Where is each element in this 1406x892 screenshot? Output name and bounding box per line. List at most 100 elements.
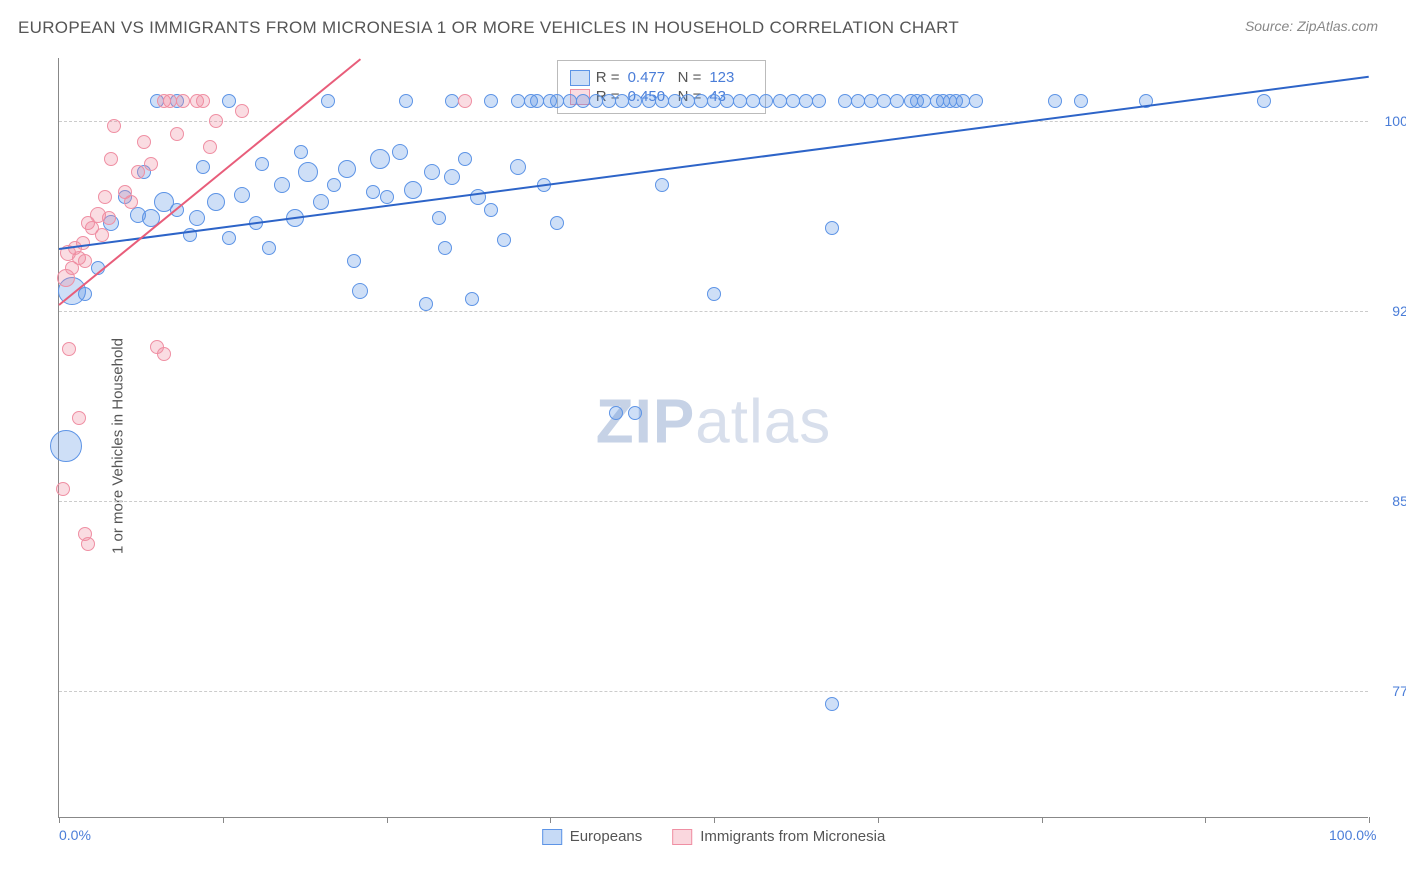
y-tick-label: 77.5%: [1392, 683, 1406, 699]
scatter-point: [404, 181, 422, 199]
scatter-point: [298, 162, 318, 182]
scatter-point: [157, 347, 171, 361]
scatter-point: [628, 406, 642, 420]
chart-title: EUROPEAN VS IMMIGRANTS FROM MICRONESIA 1…: [18, 18, 959, 38]
stats-r-label: R =: [596, 69, 620, 86]
scatter-point: [235, 104, 249, 118]
scatter-point: [392, 144, 408, 160]
scatter-point: [163, 94, 177, 108]
scatter-point: [628, 94, 642, 108]
scatter-point: [189, 210, 205, 226]
scatter-point: [170, 127, 184, 141]
scatter-point: [131, 165, 145, 179]
scatter-point: [825, 221, 839, 235]
scatter-point: [72, 411, 86, 425]
scatter-point: [510, 159, 526, 175]
scatter-point: [313, 194, 329, 210]
scatter-point: [347, 254, 361, 268]
trend-line: [58, 58, 361, 305]
scatter-point: [207, 193, 225, 211]
scatter-point: [104, 152, 118, 166]
scatter-point: [81, 537, 95, 551]
scatter-point: [458, 94, 472, 108]
scatter-point: [222, 231, 236, 245]
scatter-point: [234, 187, 250, 203]
scatter-point: [144, 157, 158, 171]
scatter-point: [615, 94, 629, 108]
y-tick-label: 100.0%: [1385, 113, 1406, 129]
scatter-point: [812, 94, 826, 108]
source-citation: Source: ZipAtlas.com: [1245, 18, 1378, 34]
scatter-point: [511, 94, 525, 108]
scatter-point: [107, 119, 121, 133]
legend-swatch: [672, 829, 692, 845]
watermark: ZIPatlas: [596, 387, 831, 458]
scatter-point: [864, 94, 878, 108]
scatter-point: [550, 94, 564, 108]
legend-item: Immigrants from Micronesia: [672, 828, 885, 845]
scatter-point: [222, 94, 236, 108]
scatter-point: [76, 236, 90, 250]
scatter-point: [720, 94, 734, 108]
scatter-point: [137, 135, 151, 149]
scatter-point: [444, 169, 460, 185]
scatter-point: [825, 697, 839, 711]
scatter-point: [668, 94, 682, 108]
scatter-point: [484, 94, 498, 108]
x-tick: [1042, 817, 1043, 823]
scatter-point: [609, 406, 623, 420]
scatter-point: [733, 94, 747, 108]
scatter-point: [196, 94, 210, 108]
scatter-point: [746, 94, 760, 108]
scatter-point: [98, 190, 112, 204]
scatter-point: [438, 241, 452, 255]
stats-r-europeans: 0.477: [628, 69, 672, 86]
scatter-point: [465, 292, 479, 306]
legend-label: Immigrants from Micronesia: [700, 828, 885, 845]
scatter-point: [681, 94, 695, 108]
scatter-point: [773, 94, 787, 108]
scatter-point: [786, 94, 800, 108]
scatter-point: [799, 94, 813, 108]
scatter-point: [458, 152, 472, 166]
stats-n-europeans: 123: [709, 69, 753, 86]
watermark-zip: ZIP: [596, 388, 695, 457]
watermark-atlas: atlas: [695, 388, 831, 457]
scatter-point: [352, 283, 368, 299]
scatter-point: [484, 203, 498, 217]
gridline-h: [59, 501, 1368, 502]
scatter-point: [176, 94, 190, 108]
x-tick: [387, 817, 388, 823]
scatter-point: [380, 190, 394, 204]
scatter-point: [196, 160, 210, 174]
scatter-point: [294, 145, 308, 159]
scatter-point: [1257, 94, 1271, 108]
scatter-point: [576, 94, 590, 108]
scatter-point: [338, 160, 356, 178]
bottom-legend: Europeans Immigrants from Micronesia: [542, 828, 886, 845]
legend-item: Europeans: [542, 828, 643, 845]
scatter-point: [203, 140, 217, 154]
scatter-point: [956, 94, 970, 108]
scatter-point: [424, 164, 440, 180]
scatter-point: [917, 94, 931, 108]
scatter-point: [694, 94, 708, 108]
scatter-point: [419, 297, 433, 311]
gridline-h: [59, 121, 1368, 122]
x-tick: [878, 817, 879, 823]
chart-plot-area: ZIPatlas R = 0.477 N = 123 R = 0.450 N =…: [58, 58, 1368, 818]
scatter-point: [497, 233, 511, 247]
scatter-point: [399, 94, 413, 108]
gridline-h: [59, 691, 1368, 692]
x-tick: [550, 817, 551, 823]
scatter-point: [550, 216, 564, 230]
x-tick: [714, 817, 715, 823]
scatter-point: [589, 94, 603, 108]
x-tick: [1205, 817, 1206, 823]
stats-legend-row-europeans: R = 0.477 N = 123: [570, 69, 754, 86]
swatch-europeans: [570, 70, 590, 86]
scatter-point: [877, 94, 891, 108]
scatter-point: [1074, 94, 1088, 108]
scatter-point: [50, 430, 82, 462]
y-tick-label: 92.5%: [1392, 303, 1406, 319]
